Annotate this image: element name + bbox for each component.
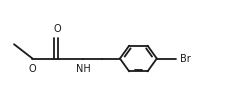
Text: O: O xyxy=(54,24,62,34)
Text: Br: Br xyxy=(180,54,191,64)
Text: O: O xyxy=(29,64,36,74)
Text: NH: NH xyxy=(76,64,90,74)
